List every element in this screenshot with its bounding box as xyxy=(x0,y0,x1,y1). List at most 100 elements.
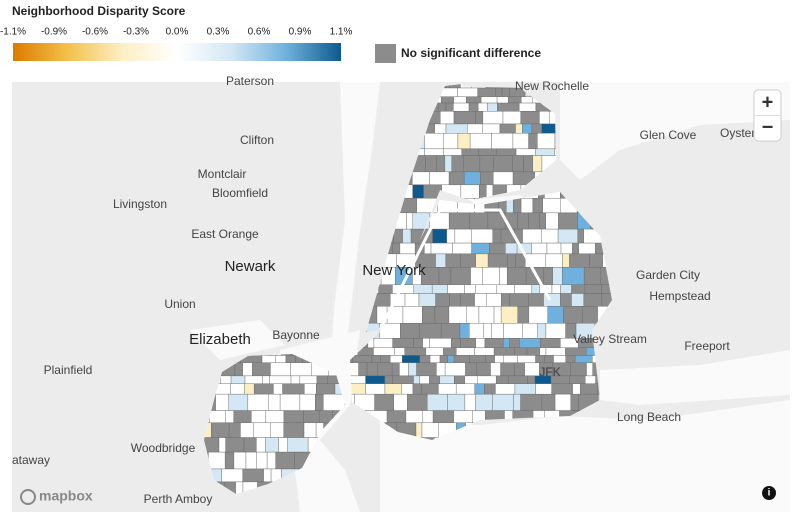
tract xyxy=(447,355,455,364)
tract xyxy=(443,133,459,150)
tract xyxy=(560,293,572,307)
tract xyxy=(562,253,570,268)
tract xyxy=(552,267,563,285)
legend-tick-label: 0.0% xyxy=(166,27,189,38)
tract xyxy=(234,362,243,377)
tract xyxy=(440,323,461,339)
attribution-logo[interactable]: mapbox xyxy=(20,488,93,505)
tract xyxy=(508,96,522,104)
tract xyxy=(558,212,578,230)
tract xyxy=(542,198,561,214)
tract xyxy=(454,228,472,244)
tract xyxy=(532,198,543,214)
tract xyxy=(228,393,249,411)
zoom-in-button[interactable]: + xyxy=(762,91,774,113)
legend-colorbar xyxy=(13,43,341,61)
tract xyxy=(447,393,466,411)
tract xyxy=(486,293,502,307)
tract xyxy=(208,451,226,470)
tract xyxy=(402,355,421,364)
tract xyxy=(394,347,405,356)
tract xyxy=(221,468,244,483)
tract xyxy=(531,284,540,294)
tract xyxy=(407,393,428,411)
tract xyxy=(220,375,232,384)
tract xyxy=(560,284,572,294)
tract xyxy=(479,155,494,173)
tract xyxy=(480,171,494,186)
legend-tick-label: 1.1% xyxy=(330,27,353,38)
zoom-out-button[interactable]: − xyxy=(762,116,774,138)
tract xyxy=(262,375,270,384)
tract xyxy=(517,355,536,364)
tract xyxy=(421,422,439,438)
tract xyxy=(512,155,524,173)
tract xyxy=(496,96,509,104)
tract xyxy=(392,242,401,255)
tract xyxy=(495,87,503,97)
tract xyxy=(572,242,579,255)
tract xyxy=(554,393,572,411)
tract xyxy=(546,242,562,255)
tract xyxy=(551,383,573,395)
tract xyxy=(365,383,386,395)
tract xyxy=(491,133,514,150)
tract xyxy=(541,228,559,244)
tract xyxy=(316,383,336,395)
tract xyxy=(497,102,520,112)
tract xyxy=(502,111,522,125)
tract xyxy=(386,410,407,424)
tract xyxy=(303,410,320,424)
tract xyxy=(453,410,473,424)
tract xyxy=(265,410,285,424)
tract xyxy=(452,242,472,255)
tract xyxy=(445,253,461,268)
place-label: Livingston xyxy=(113,197,167,211)
tract xyxy=(261,355,276,364)
tract xyxy=(444,155,452,173)
tract xyxy=(352,355,373,364)
tract xyxy=(474,293,487,307)
tract xyxy=(228,422,241,438)
tract xyxy=(374,393,394,411)
place-label: ataway xyxy=(12,453,50,467)
tract xyxy=(543,267,553,285)
tract xyxy=(371,355,381,364)
logo-text[interactable]: mapbox xyxy=(39,488,93,504)
tract xyxy=(424,148,444,156)
tract xyxy=(404,347,427,356)
legend-title: Neighborhood Disparity Score xyxy=(12,4,186,18)
tract xyxy=(448,306,468,324)
tract xyxy=(580,383,598,395)
tract xyxy=(279,393,301,411)
tract xyxy=(490,362,501,377)
tract xyxy=(468,102,479,112)
tract xyxy=(431,284,448,294)
info-icon[interactable]: i xyxy=(768,488,771,499)
tract xyxy=(445,102,454,112)
tract xyxy=(571,293,585,307)
tract xyxy=(440,111,455,125)
place-label: Paterson xyxy=(226,74,274,88)
tract xyxy=(256,437,266,453)
tract xyxy=(482,111,504,125)
tract xyxy=(478,148,497,156)
tract xyxy=(416,362,437,377)
tract xyxy=(460,293,475,307)
tract xyxy=(477,102,488,112)
tract xyxy=(524,362,540,377)
tract xyxy=(523,155,533,173)
info-button[interactable] xyxy=(762,486,776,500)
tract xyxy=(528,212,540,230)
tract xyxy=(583,267,601,285)
tract xyxy=(449,293,461,307)
tract xyxy=(520,96,533,104)
tract xyxy=(520,111,540,125)
tract xyxy=(470,267,483,285)
legend-ticks: -1.1% -0.9% -0.6% -0.3% 0.0% 0.3% 0.6% 0.9% 1.1% xyxy=(0,27,353,38)
tract xyxy=(474,347,495,356)
tract xyxy=(582,306,598,324)
tract xyxy=(270,422,284,438)
tract xyxy=(492,228,502,244)
